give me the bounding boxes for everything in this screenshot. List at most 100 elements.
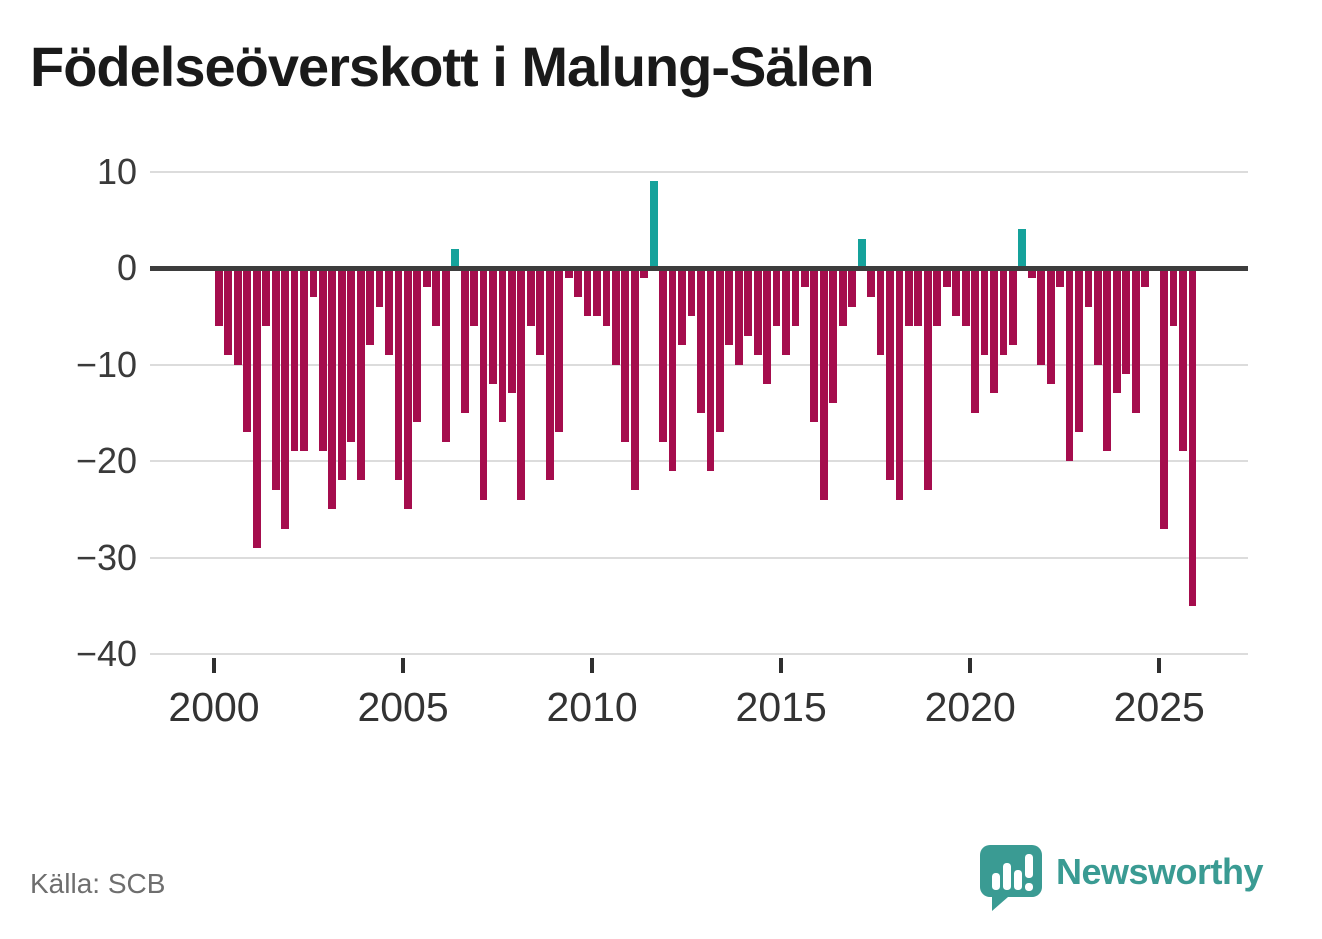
bar-2015-Q1 [782,268,790,355]
x-tick-2020 [968,658,973,673]
bar-2008-Q2 [526,268,535,326]
bar-2008-Q1 [517,268,526,500]
bar-2013-Q2 [715,268,724,433]
bar-2001-Q3 [271,268,280,490]
bar-2024-Q1 [1122,268,1131,375]
bar-2021-Q2 [1018,229,1027,268]
gridline--20 [150,460,1248,462]
bar-2009-Q2 [564,268,573,278]
bar-2007-Q4 [508,268,516,394]
bar-2008-Q4 [545,268,554,481]
bar-2021-Q4 [1037,268,1046,365]
zero-axis-line [150,266,1248,271]
bar-2022-Q3 [1065,268,1074,461]
x-axis-label-2010: 2010 [546,684,638,730]
bar-2019-Q2 [942,268,951,288]
bar-2002-Q1 [290,268,299,452]
bar-2002-Q2 [300,268,308,452]
x-tick-2005 [401,658,406,673]
bar-2012-Q2 [678,268,686,346]
bar-2011-Q3 [649,181,658,268]
bar-2019-Q1 [933,268,942,326]
bar-2025-Q2 [1169,268,1178,326]
bar-2024-Q2 [1131,268,1140,413]
newsworthy-logo: Newsworthy [980,845,1300,915]
y-axis-label--30: −30 [75,536,137,578]
bar-2005-Q2 [413,268,422,423]
x-axis-label-2005: 2005 [357,684,449,730]
bar-2002-Q4 [318,268,327,452]
bar-2019-Q3 [952,268,961,317]
x-tick-2015 [779,658,784,673]
bar-2011-Q1 [630,268,639,490]
bar-2020-Q2 [980,268,989,355]
bar-2010-Q2 [602,268,611,326]
bar-2010-Q1 [593,268,601,317]
y-axis-label-0: 0 [116,247,137,288]
bar-2005-Q4 [432,268,441,326]
bar-2001-Q2 [262,268,271,326]
bar-2006-Q1 [441,268,450,442]
bar-2003-Q3 [347,268,356,442]
bar-2013-Q1 [706,268,715,471]
bar-2011-Q2 [640,268,649,278]
bar-2020-Q4 [999,268,1008,355]
bar-2016-Q2 [829,268,838,404]
bar-2023-Q4 [1112,268,1121,394]
y-axis-label--20: −20 [75,440,137,481]
bar-2012-Q3 [687,268,696,317]
bar-2000-Q3 [233,268,242,365]
bar-2002-Q3 [309,268,318,297]
x-tick-2025 [1157,658,1162,673]
bar-2019-Q4 [961,268,970,326]
bar-2014-Q1 [744,268,753,336]
bar-2023-Q1 [1084,268,1093,307]
bar-2025-Q3 [1179,268,1187,452]
bar-2003-Q4 [356,268,365,481]
bar-2000-Q1 [215,268,223,326]
gridline--40 [150,653,1248,655]
gridline-10 [150,170,1248,173]
bar-2010-Q3 [611,268,620,365]
bar-2016-Q3 [838,268,847,326]
bar-2001-Q1 [252,268,261,548]
bar-2006-Q2 [451,248,460,268]
bar-2005-Q1 [404,268,412,510]
x-tick-2010 [590,658,595,673]
bar-2012-Q1 [668,268,677,471]
x-tick-2000 [212,658,216,673]
bar-2009-Q4 [583,268,592,317]
bar-2017-Q4 [886,268,894,481]
x-axis-label-2020: 2020 [924,684,1016,730]
bar-2018-Q1 [895,268,904,500]
bar-2005-Q3 [422,268,431,288]
bar-2007-Q2 [489,268,497,384]
bar-2016-Q4 [848,268,857,307]
bar-2017-Q1 [857,239,866,268]
bar-2020-Q3 [990,268,998,394]
bar-2006-Q3 [460,268,469,413]
bar-2007-Q3 [498,268,507,423]
bar-2023-Q2 [1094,268,1102,365]
bar-2021-Q1 [1008,268,1017,346]
bar-2020-Q1 [971,268,979,413]
bar-2013-Q3 [725,268,734,346]
y-axis-label--10: −10 [75,343,137,385]
bar-2012-Q4 [697,268,705,413]
bar-2014-Q3 [763,268,771,384]
bar-2007-Q1 [479,268,488,500]
bar-2024-Q3 [1141,268,1150,288]
bar-2004-Q4 [394,268,403,481]
bar-2001-Q4 [281,268,289,529]
bar-2009-Q3 [574,268,582,297]
bar-2023-Q3 [1103,268,1112,452]
bar-2022-Q2 [1056,268,1065,288]
bar-2000-Q4 [243,268,252,433]
bar-2015-Q4 [810,268,819,423]
bar-2003-Q1 [328,268,337,510]
source-caption: Källa: SCB [30,868,166,899]
bar-2004-Q3 [385,268,393,355]
x-axis-label-2000: 2000 [168,684,260,730]
bar-2017-Q2 [867,268,875,297]
